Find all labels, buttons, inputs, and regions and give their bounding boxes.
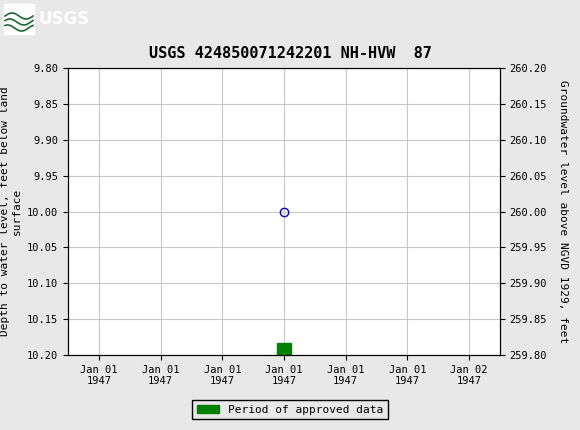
Legend: Period of approved data: Period of approved data [193,400,387,419]
Bar [4,4,34,34]
Y-axis label: Groundwater level above NGVD 1929, feet: Groundwater level above NGVD 1929, feet [559,80,568,343]
Text: USGS 424850071242201 NH-HVW  87: USGS 424850071242201 NH-HVW 87 [148,46,432,61]
Bar [277,343,291,359]
Text: USGS: USGS [38,10,89,28]
Y-axis label: Depth to water level, feet below land
surface: Depth to water level, feet below land su… [0,86,21,336]
